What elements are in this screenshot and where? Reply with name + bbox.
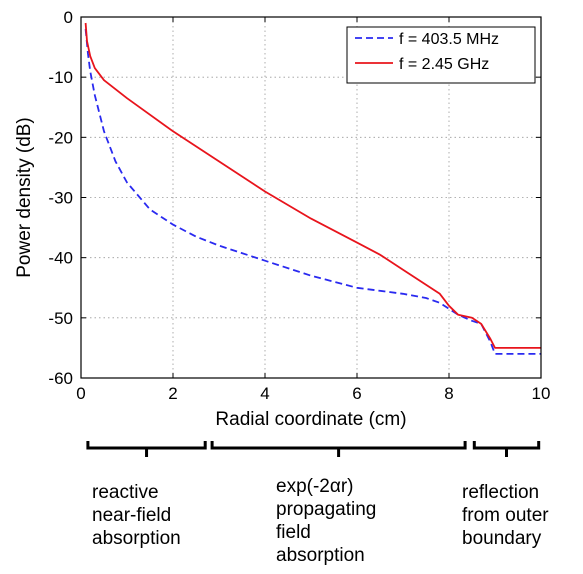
annotation-line: boundary bbox=[462, 528, 542, 549]
y-tick-label: -60 bbox=[48, 369, 73, 388]
series-line-1 bbox=[84, 28, 541, 355]
legend: f = 403.5 MHz f = 2.45 GHz bbox=[346, 26, 536, 84]
y-tick-label: -40 bbox=[48, 249, 73, 268]
annotation-line: from outer bbox=[462, 505, 549, 526]
annotation-line: field bbox=[276, 522, 311, 543]
x-tick-label: 0 bbox=[76, 384, 85, 403]
y-tick-label: -20 bbox=[48, 128, 73, 147]
region-bracket bbox=[472, 441, 541, 457]
x-tick-label: 2 bbox=[168, 384, 177, 403]
legend-label: f = 2.45 GHz bbox=[399, 56, 489, 73]
y-tick-label: -30 bbox=[48, 189, 73, 208]
y-axis-title: Power density (dB) bbox=[14, 117, 35, 278]
x-axis-title: Radial coordinate (cm) bbox=[215, 409, 406, 430]
x-tick-label: 10 bbox=[532, 384, 551, 403]
annotation-line: reflection bbox=[462, 482, 540, 503]
tick-layer: 0 2 4 6 8 10 0 -10 -20 -30 -40 -50 -60 bbox=[48, 8, 550, 403]
series-line-2 bbox=[84, 22, 541, 349]
y-tick-label: -50 bbox=[48, 309, 73, 328]
x-tick-label: 6 bbox=[352, 384, 361, 403]
annotation-propagating-field: exp(-2αr) propagating field absorption bbox=[276, 475, 376, 567]
legend-box bbox=[346, 26, 536, 84]
annotation-line: absorption bbox=[276, 545, 365, 566]
annotation-line: propagating bbox=[276, 499, 377, 520]
legend-label: f = 403.5 MHz bbox=[399, 31, 499, 48]
annotation-line: absorption bbox=[92, 528, 181, 549]
annotation-reactive-near-field: reactive near-field absorption bbox=[92, 481, 181, 550]
region-bracket bbox=[210, 441, 467, 457]
region-brackets bbox=[86, 441, 541, 457]
y-tick-label: 0 bbox=[64, 8, 73, 27]
x-tick-label: 8 bbox=[444, 384, 453, 403]
region-bracket bbox=[86, 441, 207, 457]
y-tick-label: -10 bbox=[48, 68, 73, 87]
annotation-reflection-boundary: reflection from outer boundary bbox=[462, 481, 549, 550]
annotation-line: near-field bbox=[92, 505, 172, 526]
series-layer bbox=[84, 22, 541, 355]
annotation-line: exp(-2αr) bbox=[276, 476, 354, 497]
x-tick-label: 4 bbox=[260, 384, 269, 403]
annotation-line: reactive bbox=[92, 482, 159, 503]
